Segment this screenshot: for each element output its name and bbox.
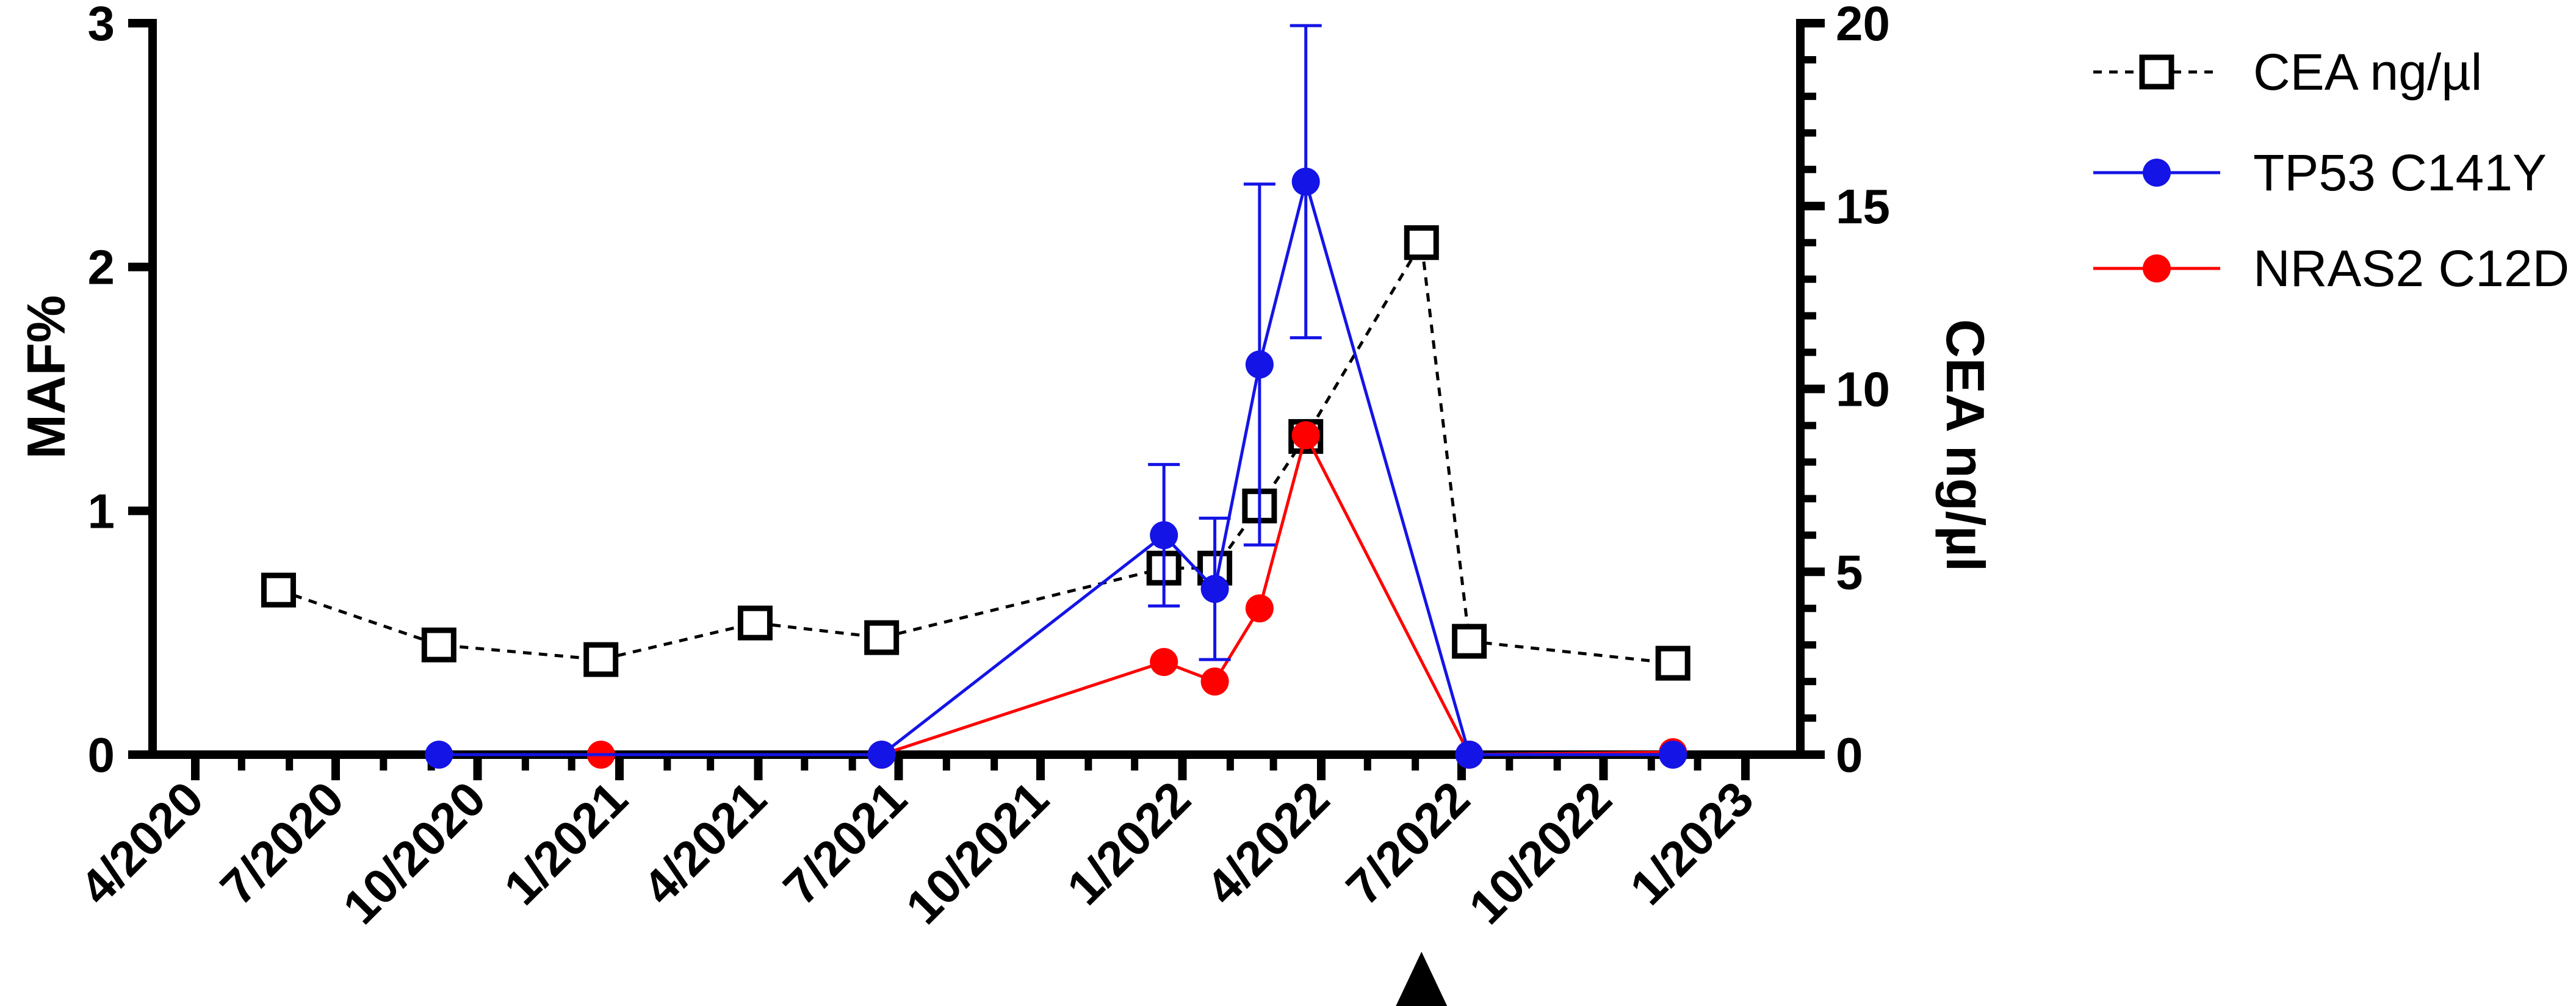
data-point <box>1245 594 1274 623</box>
x-tick-label: 10/2021 <box>896 771 1059 934</box>
x-tick-label: 4/2020 <box>70 771 214 915</box>
x-tick-label: 1/2021 <box>494 771 638 915</box>
legend-item: TP53 C141Y <box>2093 144 2547 201</box>
y2-tick-label: 0 <box>1836 728 1863 782</box>
legend-marker <box>2139 54 2174 90</box>
y2-tick-label: 15 <box>1836 179 1890 234</box>
series-0 <box>261 225 1690 681</box>
y-tick-label: 1 <box>88 484 115 538</box>
y-axis-title: MAF% <box>16 295 76 459</box>
series-2 <box>586 421 1687 769</box>
data-point <box>1404 225 1439 260</box>
legend-marker <box>2143 159 2171 187</box>
x-tick-label: 10/2022 <box>1459 771 1622 934</box>
y-tick-label: 3 <box>88 0 115 51</box>
y2-tick-label: 5 <box>1836 545 1863 599</box>
axes: 0123051015204/20207/202010/20201/20214/2… <box>70 0 1890 1006</box>
data-point <box>421 627 456 663</box>
legend-marker <box>2143 254 2171 282</box>
x-tick-label: 4/2022 <box>1196 771 1340 915</box>
x-tick-label: 1/2023 <box>1620 771 1764 915</box>
data-point <box>737 605 773 641</box>
y2-tick-label: 10 <box>1836 362 1890 417</box>
labels: MAF% CEA ng/µl <box>16 295 1996 572</box>
x-tick-label: 4/2021 <box>633 771 777 915</box>
legend: CEA ng/µl TP53 C141Y NRAS2 C12D <box>2093 43 2569 297</box>
data-point <box>1659 741 1687 769</box>
data-point <box>864 620 900 655</box>
data-point <box>1200 575 1229 603</box>
data-point <box>583 642 619 677</box>
data-point <box>1291 167 1320 196</box>
series-line <box>439 176 1673 756</box>
legend-label: NRAS2 C12D <box>2253 240 2569 297</box>
series-1 <box>425 24 1687 769</box>
series-line <box>601 431 1673 756</box>
data-point <box>1655 645 1690 681</box>
data-point <box>1200 667 1229 696</box>
data-point <box>867 741 896 769</box>
data-point <box>1245 350 1274 379</box>
data-point <box>1455 741 1484 769</box>
x-tick-label: 7/2020 <box>210 771 354 915</box>
y2-axis-title: CEA ng/µl <box>1935 319 1996 572</box>
y2-tick-label: 20 <box>1836 0 1890 51</box>
data-point <box>1150 521 1178 550</box>
x-tick-label: 7/2021 <box>773 771 917 915</box>
data-point <box>1452 623 1487 659</box>
legend-label: TP53 C141Y <box>2253 144 2547 201</box>
legend-item: CEA ng/µl <box>2093 43 2482 101</box>
legend-item: NRAS2 C12D <box>2093 240 2569 297</box>
data-point <box>261 572 296 608</box>
triangle-marker <box>1396 952 1448 1006</box>
x-tick-label: 7/2022 <box>1336 771 1480 915</box>
legend-label: CEA ng/µl <box>2253 43 2482 101</box>
series-layer <box>261 24 1690 769</box>
x-tick-label: 1/2022 <box>1057 771 1201 915</box>
y-tick-label: 2 <box>88 240 115 295</box>
x-tick-label: 10/2020 <box>333 771 496 934</box>
y-tick-label: 0 <box>88 728 115 782</box>
data-point <box>1150 648 1178 677</box>
data-point <box>1291 421 1320 450</box>
series-line <box>278 238 1673 665</box>
data-point <box>425 741 453 769</box>
